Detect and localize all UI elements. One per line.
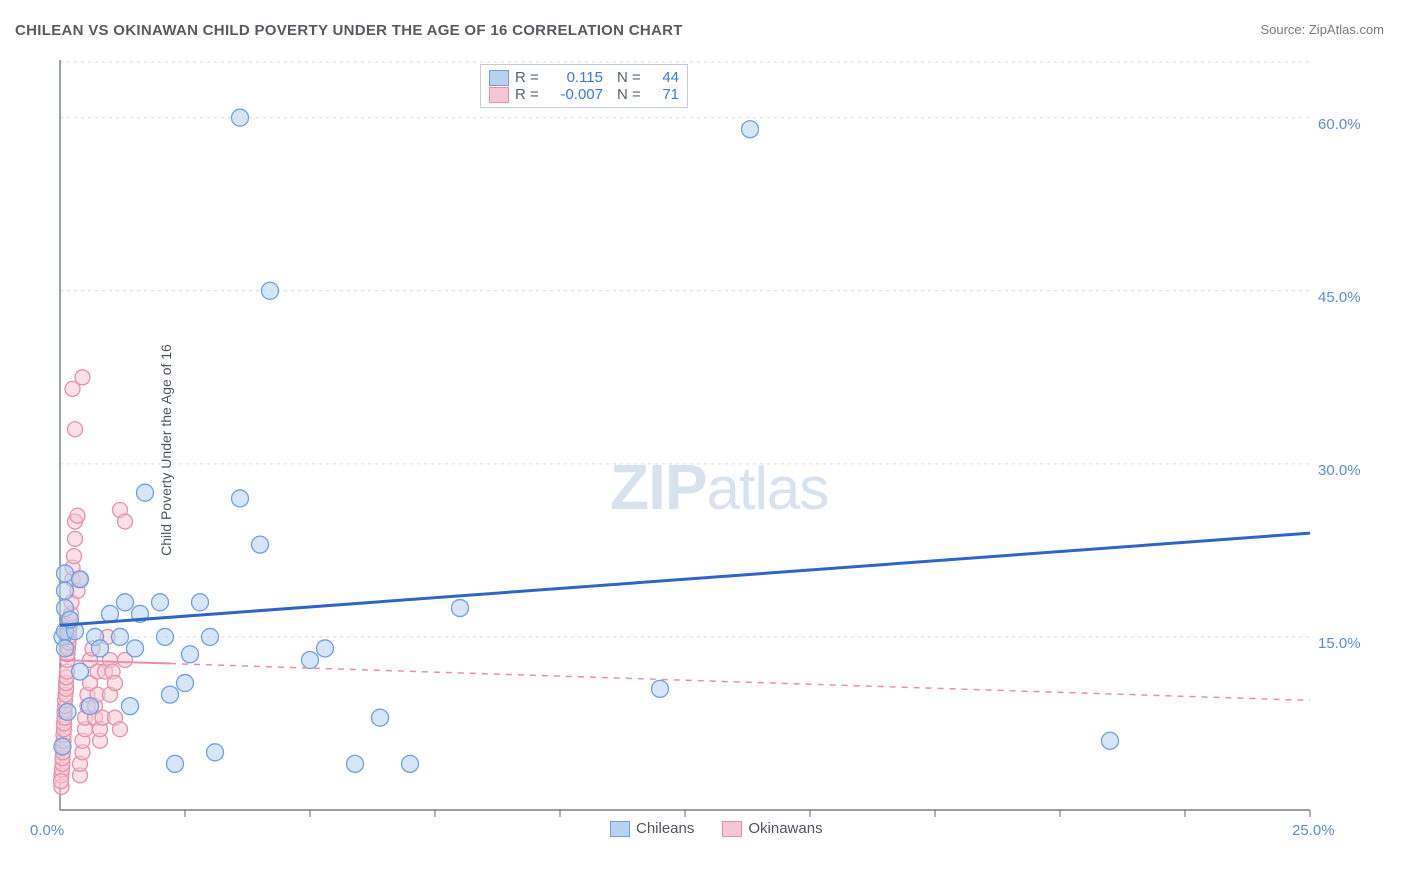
legend-correlation-row: R = -0.007 N = 71: [489, 86, 679, 103]
source-attribution: Source: ZipAtlas.com: [1260, 22, 1384, 37]
legend-series-label: Chileans: [636, 820, 694, 837]
plot-svg: [50, 60, 1370, 840]
r-label: R =: [515, 69, 543, 86]
n-label: N =: [617, 69, 645, 86]
y-tick-label: 45.0%: [1318, 289, 1361, 306]
n-label: N =: [617, 86, 645, 103]
legend-series-item: Chileans: [610, 820, 694, 837]
y-tick-label: 60.0%: [1318, 116, 1361, 133]
n-value: 71: [651, 86, 679, 103]
x-origin-label: 0.0%: [30, 822, 64, 839]
legend-correlation-row: R = 0.115 N = 44: [489, 69, 679, 86]
legend-swatch: [489, 70, 509, 86]
scatter-plot: Child Poverty Under the Age of 16 ZIPatl…: [50, 60, 1370, 840]
y-tick-label: 15.0%: [1318, 635, 1361, 652]
legend-series-item: Okinawans: [722, 820, 822, 837]
chart-title: CHILEAN VS OKINAWAN CHILD POVERTY UNDER …: [15, 22, 683, 39]
r-value: 0.115: [549, 69, 603, 86]
x-max-label: 25.0%: [1292, 822, 1335, 839]
legend-series: Chileans Okinawans: [610, 820, 823, 837]
n-value: 44: [651, 69, 679, 86]
r-value: -0.007: [549, 86, 603, 103]
legend-series-label: Okinawans: [748, 820, 822, 837]
legend-swatch: [489, 87, 509, 103]
legend-swatch: [610, 821, 630, 837]
legend-swatch: [722, 821, 742, 837]
r-label: R =: [515, 86, 543, 103]
y-tick-label: 30.0%: [1318, 462, 1361, 479]
legend-correlation: R = 0.115 N = 44 R = -0.007 N = 71: [480, 64, 688, 108]
